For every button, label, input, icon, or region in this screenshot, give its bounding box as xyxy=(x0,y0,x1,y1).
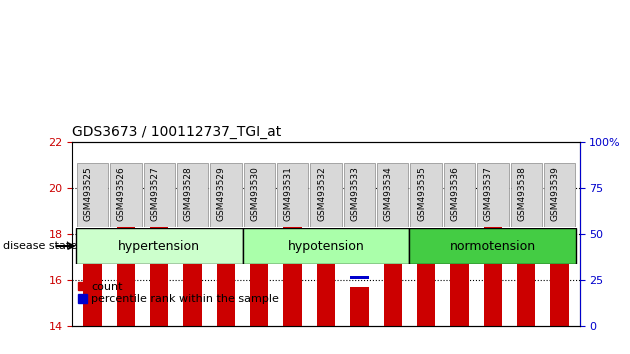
Bar xyxy=(183,250,202,326)
Bar xyxy=(150,239,168,242)
FancyBboxPatch shape xyxy=(477,163,508,227)
Bar xyxy=(350,276,369,279)
FancyBboxPatch shape xyxy=(244,163,275,227)
Bar xyxy=(551,238,569,326)
Bar xyxy=(417,250,435,326)
Bar xyxy=(384,250,402,326)
FancyBboxPatch shape xyxy=(277,163,308,227)
Bar xyxy=(317,238,335,326)
FancyBboxPatch shape xyxy=(344,163,375,227)
Bar xyxy=(83,238,101,326)
Bar xyxy=(117,172,135,326)
Text: GSM493532: GSM493532 xyxy=(317,166,326,221)
Bar xyxy=(350,287,369,326)
FancyBboxPatch shape xyxy=(144,163,175,227)
Text: hypertension: hypertension xyxy=(118,240,200,252)
Text: GSM493530: GSM493530 xyxy=(250,166,260,221)
Bar xyxy=(83,240,101,243)
FancyBboxPatch shape xyxy=(77,163,108,227)
Legend: count, percentile rank within the sample: count, percentile rank within the sample xyxy=(78,282,279,304)
Text: GSM493538: GSM493538 xyxy=(517,166,526,221)
Text: GSM493528: GSM493528 xyxy=(183,166,193,221)
Bar xyxy=(517,240,536,243)
Text: normotension: normotension xyxy=(450,240,536,252)
FancyBboxPatch shape xyxy=(110,163,142,227)
Text: GSM493531: GSM493531 xyxy=(284,166,293,221)
Bar xyxy=(117,239,135,242)
Text: GSM493536: GSM493536 xyxy=(450,166,459,221)
FancyBboxPatch shape xyxy=(444,163,475,227)
Text: GSM493539: GSM493539 xyxy=(551,166,559,221)
FancyBboxPatch shape xyxy=(377,163,408,227)
Text: GSM493533: GSM493533 xyxy=(350,166,359,221)
FancyBboxPatch shape xyxy=(410,228,576,264)
Text: GSM493535: GSM493535 xyxy=(417,166,426,221)
FancyBboxPatch shape xyxy=(410,163,442,227)
FancyBboxPatch shape xyxy=(510,163,542,227)
Text: GSM493527: GSM493527 xyxy=(150,166,159,221)
FancyBboxPatch shape xyxy=(311,163,341,227)
Bar xyxy=(484,240,502,243)
Text: GDS3673 / 100112737_TGI_at: GDS3673 / 100112737_TGI_at xyxy=(72,125,282,139)
Text: GSM493534: GSM493534 xyxy=(384,166,392,221)
Text: hypotension: hypotension xyxy=(288,240,364,252)
Bar xyxy=(450,250,469,326)
Bar xyxy=(217,250,235,326)
Text: disease state: disease state xyxy=(3,241,77,251)
Bar xyxy=(517,238,536,326)
Bar xyxy=(484,224,502,326)
Bar xyxy=(284,240,302,243)
FancyBboxPatch shape xyxy=(544,163,575,227)
Text: GSM493537: GSM493537 xyxy=(484,166,493,221)
Bar xyxy=(150,208,168,326)
Text: GSM493525: GSM493525 xyxy=(83,166,93,221)
Text: GSM493529: GSM493529 xyxy=(217,166,226,221)
FancyBboxPatch shape xyxy=(243,228,410,264)
FancyBboxPatch shape xyxy=(76,228,243,264)
FancyBboxPatch shape xyxy=(210,163,242,227)
Text: GSM493526: GSM493526 xyxy=(117,166,126,221)
Bar xyxy=(250,254,268,326)
Bar xyxy=(284,201,302,326)
FancyBboxPatch shape xyxy=(177,163,209,227)
